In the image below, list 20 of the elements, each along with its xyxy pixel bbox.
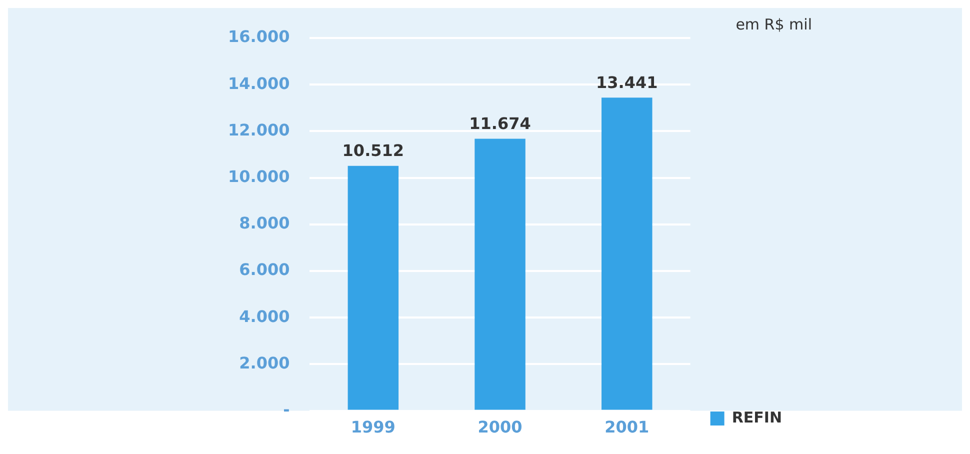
y-tick-label: - (283, 400, 290, 419)
legend-label: REFIN (732, 408, 782, 426)
data-label: 11.674 (469, 114, 531, 133)
y-tick-label: 4.000 (239, 306, 290, 326)
y-tick-label: 10.000 (228, 166, 290, 186)
y-tick-label: 16.000 (228, 27, 290, 46)
y-tick-label: 14.000 (228, 74, 290, 93)
x-tick-label: 2000 (478, 418, 522, 437)
bar (474, 138, 526, 410)
data-label: 10.512 (342, 141, 404, 160)
y-tick-label: 12.000 (228, 120, 290, 140)
text: em R$ mil (736, 15, 812, 34)
bar (602, 98, 652, 410)
x-tick-label: 2001 (604, 418, 650, 437)
y-tick-label: 6.000 (239, 260, 290, 280)
bar (348, 166, 399, 410)
data-label: 13.441 (596, 72, 658, 92)
x-tick-label: 1999 (350, 418, 396, 437)
y-tick-label: 8.000 (239, 214, 290, 233)
y-tick-label: 2.000 (239, 353, 290, 372)
